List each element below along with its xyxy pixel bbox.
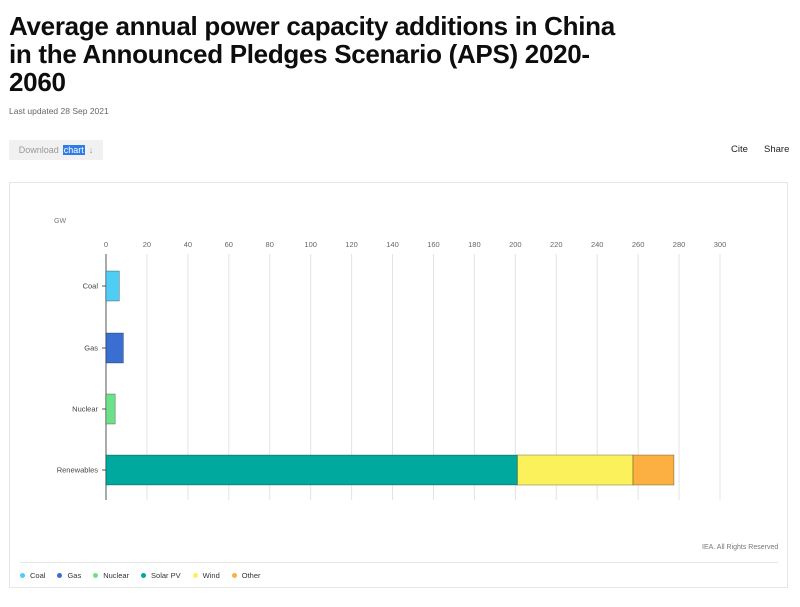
- bar-coal-coal[interactable]: [105, 270, 120, 302]
- last-updated: Last updated 28 Sep 2021: [9, 106, 109, 116]
- legend-item-gas[interactable]: Gas: [57, 571, 81, 580]
- category-label: Nuclear: [72, 405, 98, 414]
- share-link[interactable]: Share: [764, 144, 790, 155]
- legend-divider: [20, 562, 778, 563]
- legend-dot-icon: [141, 573, 147, 578]
- y-axis: [102, 254, 107, 500]
- legend-item-wind[interactable]: Wind: [192, 571, 220, 580]
- copyright-note: IEA. All Rights Reserved: [702, 544, 779, 551]
- x-tick-labels: 0 20 40 60 80 100 120 140 160 180 200 220 240 260 280 3…: [104, 240, 726, 249]
- legend-label: Gas: [67, 571, 82, 580]
- legend-label: Other: [241, 571, 261, 580]
- legend-item-other[interactable]: Other: [231, 571, 261, 580]
- x-tick-label: 200: [509, 240, 522, 249]
- x-tick-label: 240: [591, 240, 604, 249]
- category-label: Renewables: [57, 466, 99, 475]
- category-labels: Coal Gas Nuclear Renewables: [57, 282, 99, 475]
- bar-other-renewables[interactable]: [632, 454, 675, 486]
- x-tick-label: 120: [345, 240, 358, 249]
- bars: [105, 270, 675, 486]
- legend-dot-icon: [20, 573, 25, 578]
- legend-item-nuclear[interactable]: Nuclear: [93, 571, 129, 580]
- x-tick-label: 300: [714, 240, 727, 249]
- x-tick-label: 140: [386, 240, 399, 249]
- x-tick-label: 180: [468, 240, 481, 249]
- x-tick-label: 100: [304, 240, 317, 249]
- bar-wind-renewables[interactable]: [517, 454, 634, 486]
- legend-label: Wind: [202, 571, 220, 580]
- legend-dot-icon: [93, 573, 99, 578]
- download-label: Download: [18, 145, 59, 155]
- x-tick-label: 220: [550, 240, 563, 249]
- page-title: Average annual power capacity additions …: [9, 11, 615, 97]
- download-chart-button[interactable]: Download chart ↓: [9, 140, 103, 160]
- x-tick-label: 160: [427, 240, 440, 249]
- bar-nuclear-nuclear[interactable]: [105, 393, 116, 425]
- category-label: Coal: [83, 282, 99, 291]
- category-label: Gas: [84, 344, 98, 353]
- bar-solar-pv-renewables[interactable]: [105, 454, 518, 486]
- legend-label: Coal: [30, 571, 46, 580]
- x-tick-label: 80: [266, 240, 274, 249]
- legend-dot-icon: [231, 573, 237, 578]
- x-tick-label: 60: [225, 240, 233, 249]
- legend-label: Nuclear: [103, 571, 130, 580]
- download-label-selected: chart: [62, 145, 85, 155]
- x-tick-label: 40: [184, 240, 192, 249]
- download-arrow-icon: ↓: [88, 145, 94, 155]
- x-tick-label: 20: [143, 240, 151, 249]
- cite-link[interactable]: Cite: [731, 144, 748, 155]
- x-tick-label: 260: [632, 240, 645, 249]
- bar-gas-gas[interactable]: [105, 332, 124, 364]
- unit-label: GW: [54, 218, 66, 225]
- legend-dot-icon: [57, 573, 63, 578]
- x-tick-label: 280: [673, 240, 686, 249]
- x-tick-label: 0: [104, 240, 108, 249]
- chart-container: [9, 182, 788, 588]
- legend-dot-icon: [192, 573, 198, 578]
- legend-label: Solar PV: [151, 571, 181, 580]
- chart-legend: Coal Gas Nuclear Solar PV Wind Other: [20, 571, 261, 580]
- legend-item-coal[interactable]: Coal: [20, 571, 45, 580]
- legend-item-solar-pv[interactable]: Solar PV: [141, 571, 181, 580]
